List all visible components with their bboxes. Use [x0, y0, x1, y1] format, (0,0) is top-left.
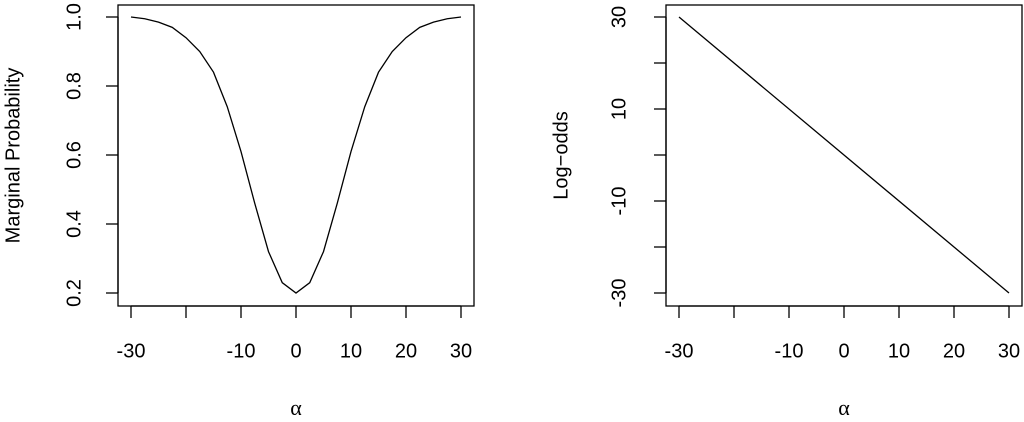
y-tick-label: 0.2 — [63, 279, 85, 307]
x-tick-label: 20 — [395, 340, 417, 362]
x-tick-label: -10 — [227, 340, 256, 362]
x-tick-label: 20 — [943, 340, 965, 362]
y-tick-label: 0.6 — [63, 141, 85, 169]
y-tick-label: 30 — [608, 6, 630, 28]
y-tick-label: 0.4 — [63, 210, 85, 238]
y-tick-label: 1.0 — [63, 3, 85, 31]
plot-box — [117, 4, 475, 307]
x-tick-label: -30 — [117, 340, 146, 362]
data-line — [130, 16, 462, 294]
x-tick-label: -30 — [665, 340, 694, 362]
x-tick-label: 10 — [888, 340, 910, 362]
y-tick-label: -10 — [608, 187, 630, 216]
x-tick-label: 30 — [450, 340, 472, 362]
data-line — [678, 16, 1010, 294]
x-tick-label: 0 — [838, 340, 849, 362]
x-tick-label: 10 — [340, 340, 362, 362]
y-axis-label: Log−odds — [550, 111, 572, 199]
y-tick-label: 10 — [608, 98, 630, 120]
x-tick-label: 0 — [290, 340, 301, 362]
x-axis-label: α — [838, 395, 850, 420]
x-tick-label: 30 — [998, 340, 1020, 362]
y-tick-label: -30 — [608, 279, 630, 308]
x-tick-label: -10 — [775, 340, 804, 362]
x-axis-label: α — [290, 395, 302, 420]
y-axis-label: Marginal Probability — [2, 68, 24, 244]
y-tick-label: 0.8 — [63, 72, 85, 100]
